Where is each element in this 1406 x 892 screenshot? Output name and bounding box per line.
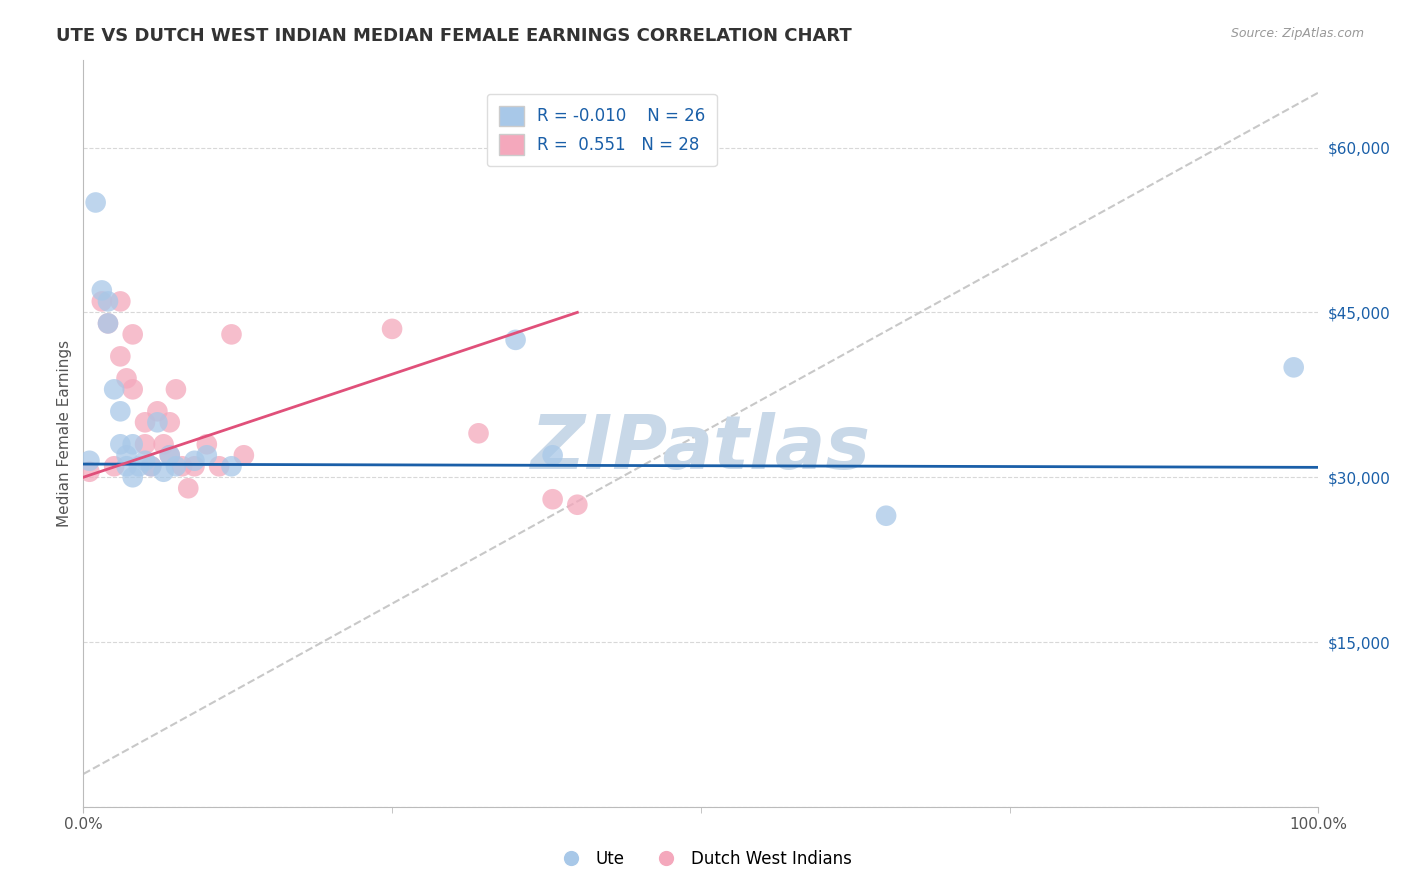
- Point: [141, 459, 163, 474]
- Point: [134, 437, 156, 451]
- Point: [110, 294, 132, 309]
- Point: [115, 448, 138, 462]
- Y-axis label: Median Female Earnings: Median Female Earnings: [58, 340, 72, 527]
- Point: [79, 465, 101, 479]
- Point: [90, 294, 112, 309]
- Point: [146, 404, 169, 418]
- Point: [1282, 360, 1305, 375]
- Point: [128, 459, 150, 474]
- Legend: Ute, Dutch West Indians: Ute, Dutch West Indians: [547, 844, 859, 875]
- Point: [146, 415, 169, 429]
- Point: [875, 508, 897, 523]
- Point: [90, 284, 112, 298]
- Point: [208, 459, 231, 474]
- Point: [134, 454, 156, 468]
- Point: [141, 459, 163, 474]
- Point: [183, 459, 205, 474]
- Point: [221, 327, 243, 342]
- Point: [567, 498, 589, 512]
- Point: [232, 448, 254, 462]
- Point: [121, 470, 143, 484]
- Point: [467, 426, 489, 441]
- Point: [103, 459, 125, 474]
- Point: [165, 382, 187, 396]
- Point: [115, 459, 138, 474]
- Point: [84, 195, 107, 210]
- Point: [134, 415, 156, 429]
- Point: [97, 317, 120, 331]
- Point: [121, 437, 143, 451]
- Point: [165, 459, 187, 474]
- Point: [195, 437, 218, 451]
- Point: [121, 382, 143, 396]
- Point: [183, 454, 205, 468]
- Point: [381, 322, 404, 336]
- Point: [152, 465, 174, 479]
- Point: [221, 459, 243, 474]
- Point: [172, 459, 194, 474]
- Point: [110, 404, 132, 418]
- Text: Source: ZipAtlas.com: Source: ZipAtlas.com: [1230, 27, 1364, 40]
- Point: [505, 333, 527, 347]
- Point: [541, 448, 564, 462]
- Legend: R = -0.010    N = 26, R =  0.551   N = 28: R = -0.010 N = 26, R = 0.551 N = 28: [486, 94, 717, 167]
- Point: [97, 317, 120, 331]
- Point: [177, 481, 200, 495]
- Point: [541, 492, 564, 507]
- Point: [97, 294, 120, 309]
- Point: [195, 448, 218, 462]
- Text: ZIPatlas: ZIPatlas: [531, 412, 870, 484]
- Point: [159, 448, 181, 462]
- Text: UTE VS DUTCH WEST INDIAN MEDIAN FEMALE EARNINGS CORRELATION CHART: UTE VS DUTCH WEST INDIAN MEDIAN FEMALE E…: [56, 27, 852, 45]
- Point: [79, 454, 101, 468]
- Point: [159, 415, 181, 429]
- Point: [110, 350, 132, 364]
- Point: [103, 382, 125, 396]
- Point: [115, 371, 138, 385]
- Point: [121, 327, 143, 342]
- Point: [110, 437, 132, 451]
- Point: [152, 437, 174, 451]
- Point: [159, 448, 181, 462]
